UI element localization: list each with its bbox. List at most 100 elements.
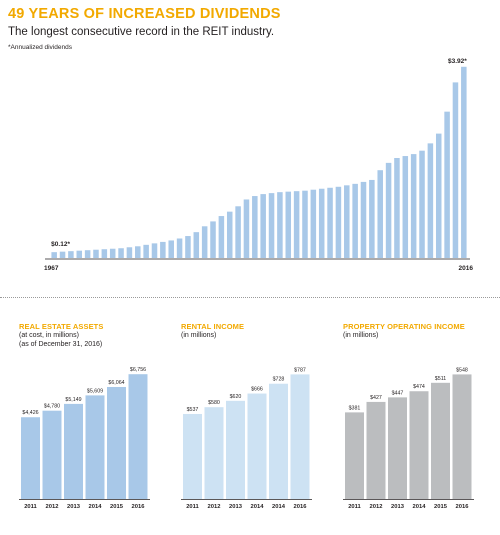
rental-income-chart: $537 2011 $580 2012 $620 2013 $666 2014 $728 2014… <box>181 367 312 510</box>
bar <box>366 401 386 499</box>
real-estate-assets-panel: REAL ESTATE ASSETS (at cost, in millions… <box>19 322 169 527</box>
bar <box>226 400 245 499</box>
dividend-bar <box>118 248 124 258</box>
dividend-bar <box>185 236 191 258</box>
x-tick-label: 2013 <box>391 504 405 510</box>
x-tick-label: 2011 <box>186 504 199 510</box>
dividend-bar <box>285 191 292 258</box>
property-operating-income-chart: $381 2011 $427 2012 $447 2013 $474 2014 $511 2015… <box>343 367 474 510</box>
dividend-bar <box>344 185 350 258</box>
x-tick-label: 2012 <box>46 504 59 510</box>
bar <box>452 374 472 499</box>
data-label: $0.12* <box>51 241 70 248</box>
dividend-bar <box>327 187 333 258</box>
data-label: $5,609 <box>87 388 103 394</box>
dividend-bar <box>93 249 99 258</box>
dividend-bar <box>76 250 83 258</box>
data-label: $787 <box>294 367 306 373</box>
panel-title: REAL ESTATE ASSETS <box>19 322 104 331</box>
data-label: $511 <box>435 376 446 382</box>
bar <box>42 410 62 499</box>
panel-subtitle: (at cost, in millions) <box>19 332 79 339</box>
data-label: $5,149 <box>65 397 81 403</box>
dividend-bar <box>293 191 300 258</box>
dividend-bar <box>51 252 57 258</box>
dividend-bar <box>444 111 450 258</box>
dividend-bar <box>360 181 367 258</box>
dividend-bar <box>218 216 225 258</box>
x-tick-label: 2011 <box>24 504 37 510</box>
dividend-bar <box>435 133 442 258</box>
bar <box>431 382 450 499</box>
x-tick-label: 2011 <box>348 504 361 510</box>
data-label: $4,780 <box>44 404 60 410</box>
dividend-bar <box>310 189 317 258</box>
data-label: $6,756 <box>130 367 146 373</box>
bar <box>204 407 224 499</box>
dividend-bar <box>352 183 358 258</box>
dividend-bar <box>268 193 275 258</box>
x-tick-label: 2012 <box>208 504 221 510</box>
dividend-bar <box>402 156 409 258</box>
dividend-bar <box>176 238 183 258</box>
dividend-bar <box>394 158 400 258</box>
rental-income-panel: RENTAL INCOME (in millions) $537 2011 $580… <box>181 322 331 527</box>
x-tick-label: 2016 <box>294 504 308 510</box>
panel-subtitle: (as of December 31, 2016) <box>19 341 103 348</box>
dividend-bar <box>410 154 417 258</box>
dividend-bar <box>369 179 375 258</box>
x-tick-label: 2016 <box>132 504 146 510</box>
bar <box>388 397 407 499</box>
data-label: $427 <box>370 395 382 401</box>
data-label: $666 <box>251 387 263 393</box>
dividend-bar <box>84 250 91 258</box>
real-estate-assets-chart: $4,426 2011 $4,780 2012 $5,149 2013 $5,609 2014… <box>19 367 150 510</box>
dividend-bar <box>59 251 66 258</box>
x-tick-label: 2015 <box>434 504 448 510</box>
bar <box>107 386 126 499</box>
x-tick-label: 2014 <box>413 504 427 510</box>
bar <box>183 413 202 499</box>
section-divider <box>0 297 500 298</box>
data-label: $537 <box>187 407 199 413</box>
data-label: $3.92* <box>448 58 467 65</box>
data-label: $4,426 <box>22 410 38 416</box>
dividend-bar <box>168 240 174 258</box>
dividend-bar <box>377 170 383 258</box>
x-tick-label: 2014 <box>251 504 265 510</box>
data-label: $474 <box>413 384 425 390</box>
dividend-bar <box>243 199 250 258</box>
x-tick-label: 2013 <box>67 504 81 510</box>
panel-title: RENTAL INCOME <box>181 322 245 331</box>
bar <box>247 393 267 499</box>
x-tick-label: 2015 <box>110 504 124 510</box>
bar <box>64 403 83 499</box>
dividend-bar <box>335 186 342 258</box>
dividend-bar <box>318 188 325 258</box>
bar <box>85 395 105 499</box>
dividend-bar <box>135 246 141 258</box>
dividend-bar <box>201 226 208 258</box>
dividend-bar <box>151 243 158 258</box>
data-label: $447 <box>392 390 404 396</box>
bar <box>290 374 310 499</box>
bar <box>128 374 148 499</box>
dividend-bar <box>235 206 241 258</box>
dividend-bar <box>226 211 233 258</box>
dividends-chart: 1967 2016 $0.12* $3.92* <box>44 58 474 272</box>
dividend-bar <box>126 247 133 258</box>
data-label: $381 <box>349 405 361 411</box>
panel-subtitle: (in millions) <box>181 332 217 339</box>
x-tick-label: 2012 <box>370 504 383 510</box>
x-tick-label: 2016 <box>456 504 470 510</box>
dividend-bar <box>302 190 308 258</box>
dividend-bar <box>260 194 266 258</box>
x-tick-label: 2016 <box>459 265 474 272</box>
x-tick-label: 1967 <box>44 265 59 272</box>
dividend-bar <box>385 162 392 258</box>
data-label: $548 <box>456 367 468 373</box>
dividend-bar <box>143 244 149 258</box>
x-tick-label: 2014 <box>272 504 286 510</box>
chart-footnote: *Annualized dividends <box>8 44 72 51</box>
dividend-bar <box>109 248 116 258</box>
